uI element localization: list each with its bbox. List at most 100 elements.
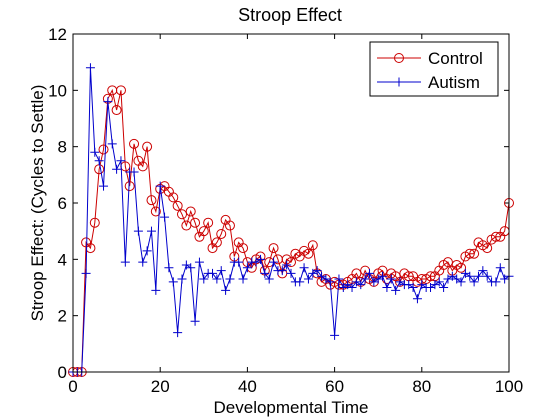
data-point-autism xyxy=(146,226,156,236)
data-point-autism xyxy=(312,266,322,276)
data-point-autism xyxy=(221,285,231,295)
data-point-autism xyxy=(491,277,501,287)
data-point-autism xyxy=(286,268,296,278)
data-point-control xyxy=(146,195,157,206)
x-tick-label: 40 xyxy=(238,377,257,396)
data-point-autism xyxy=(473,271,483,281)
legend-marker-control xyxy=(394,53,404,63)
data-point-control xyxy=(150,206,161,217)
x-axis-title: Developmental Time xyxy=(214,398,369,417)
data-point-autism xyxy=(99,181,109,191)
data-point-autism xyxy=(190,316,200,326)
data-point-autism xyxy=(360,274,370,284)
axis-ticks: 0 20 40 60 80 100 0 2 4 6 8 10 12 xyxy=(48,25,523,396)
data-point-autism xyxy=(112,164,122,174)
data-point-autism xyxy=(225,274,235,284)
data-point-control xyxy=(482,243,493,254)
data-point-autism xyxy=(439,283,449,292)
data-point-autism xyxy=(194,257,204,267)
y-tick-label: 2 xyxy=(58,307,67,326)
data-point-autism xyxy=(212,274,222,284)
data-point-autism xyxy=(386,274,396,284)
data-point-control xyxy=(190,217,201,228)
plot-frame xyxy=(72,33,510,373)
data-point-autism xyxy=(199,274,209,284)
data-point-autism xyxy=(173,328,183,338)
data-point-autism xyxy=(495,263,505,273)
x-tick-label: 100 xyxy=(495,377,523,396)
data-point-autism xyxy=(120,257,130,267)
legend-marker-autism xyxy=(394,77,404,87)
data-point-control xyxy=(224,220,235,231)
data-point-control xyxy=(203,217,214,228)
data-point-autism xyxy=(408,283,418,292)
data-point-autism xyxy=(94,156,104,166)
data-point-autism xyxy=(303,274,313,284)
data-point-control xyxy=(238,243,249,254)
data-point-autism xyxy=(216,266,226,276)
data-point-autism xyxy=(85,63,95,73)
data-point-autism xyxy=(138,257,148,267)
data-point-autism xyxy=(155,181,165,191)
data-point-control xyxy=(490,231,501,242)
legend-label-autism: Autism xyxy=(428,73,480,92)
data-point-autism xyxy=(186,263,196,273)
y-tick-label: 4 xyxy=(58,250,67,269)
data-point-autism xyxy=(142,246,152,256)
data-point-control xyxy=(456,262,467,273)
data-point-autism xyxy=(347,283,357,292)
data-point-autism xyxy=(299,263,309,273)
data-point-autism xyxy=(478,266,488,276)
data-point-autism xyxy=(269,257,279,267)
data-point-control xyxy=(85,243,96,254)
data-point-autism xyxy=(234,257,244,267)
data-point-control xyxy=(115,85,126,96)
data-point-autism xyxy=(116,156,126,166)
data-point-control xyxy=(172,200,183,211)
x-tick-label: 80 xyxy=(412,377,431,396)
data-point-autism xyxy=(107,139,117,149)
data-point-control xyxy=(181,220,192,231)
data-point-autism xyxy=(264,274,274,284)
data-point-autism xyxy=(277,266,287,276)
data-point-autism xyxy=(168,277,178,287)
legend-box xyxy=(369,41,499,97)
x-tick-label: 0 xyxy=(68,377,77,396)
data-point-control xyxy=(198,226,209,237)
legend: Control Autism xyxy=(369,41,499,97)
data-point-autism xyxy=(103,97,113,107)
data-point-control xyxy=(98,144,109,155)
data-point-autism xyxy=(255,254,265,264)
data-point-control xyxy=(425,271,436,282)
data-point-autism xyxy=(482,271,492,281)
data-point-autism xyxy=(295,277,305,287)
data-point-autism xyxy=(133,226,143,236)
legend-item-control: Control xyxy=(377,49,483,68)
data-point-control xyxy=(177,209,187,220)
y-tick-label: 0 xyxy=(58,363,67,382)
data-point-autism xyxy=(177,274,187,284)
data-point-autism xyxy=(260,268,270,278)
x-tick-label: 60 xyxy=(325,377,344,396)
data-point-autism xyxy=(391,285,401,295)
data-point-control xyxy=(168,192,179,203)
x-tick-label: 20 xyxy=(151,377,170,396)
data-point-autism xyxy=(356,280,366,290)
data-point-autism xyxy=(238,274,248,284)
y-axis-title: Stroop Effect: (Cycles to Settle) xyxy=(28,85,47,322)
data-point-autism xyxy=(334,274,344,284)
data-point-autism xyxy=(160,212,170,222)
data-point-control xyxy=(268,243,279,254)
data-point-autism xyxy=(465,271,475,281)
legend-item-autism: Autism xyxy=(377,73,480,92)
data-point-autism xyxy=(90,147,100,157)
data-point-control xyxy=(442,257,453,268)
data-point-autism xyxy=(382,283,392,292)
data-point-autism xyxy=(242,263,252,273)
data-point-control xyxy=(216,228,227,239)
data-point-control xyxy=(129,138,140,149)
data-point-autism xyxy=(469,277,479,287)
data-point-autism xyxy=(282,260,292,270)
